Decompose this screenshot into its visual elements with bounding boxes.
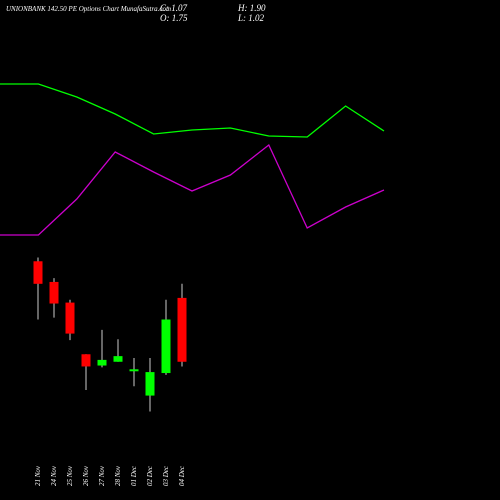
x-tick-label: 01 Dec <box>130 465 138 486</box>
x-tick-label: 26 Nov <box>82 465 90 486</box>
indicator-line <box>0 83 385 138</box>
x-tick-label: 02 Dec <box>146 465 154 486</box>
x-tick-label: 25 Nov <box>66 465 74 486</box>
candle-body <box>177 297 187 362</box>
high-label: H: 1.90 <box>237 3 266 13</box>
x-tick-label: 27 Nov <box>98 465 106 486</box>
candle-body <box>113 356 123 362</box>
indicator-line <box>0 143 385 236</box>
candle-body <box>161 319 171 374</box>
x-tick-label: 24 Nov <box>50 465 58 486</box>
candle-body <box>97 359 107 366</box>
candle-body <box>33 261 43 284</box>
candle-body <box>81 354 91 367</box>
x-tick-label: 04 Dec <box>178 465 186 486</box>
x-tick-label: 28 Nov <box>114 465 122 486</box>
chart-title: UNIONBANK 142.50 PE Options Chart Munafa… <box>6 5 171 13</box>
close-label: C: 1.07 <box>160 3 188 13</box>
x-tick-label: 21 Nov <box>34 465 42 486</box>
x-tick-label: 03 Dec <box>162 465 170 486</box>
open-label: O: 1.75 <box>160 13 188 23</box>
candle-body <box>145 372 155 396</box>
candle-body <box>129 369 139 372</box>
candle-body <box>65 302 75 334</box>
candle-body <box>49 281 59 304</box>
low-label: L: 1.02 <box>237 13 265 23</box>
